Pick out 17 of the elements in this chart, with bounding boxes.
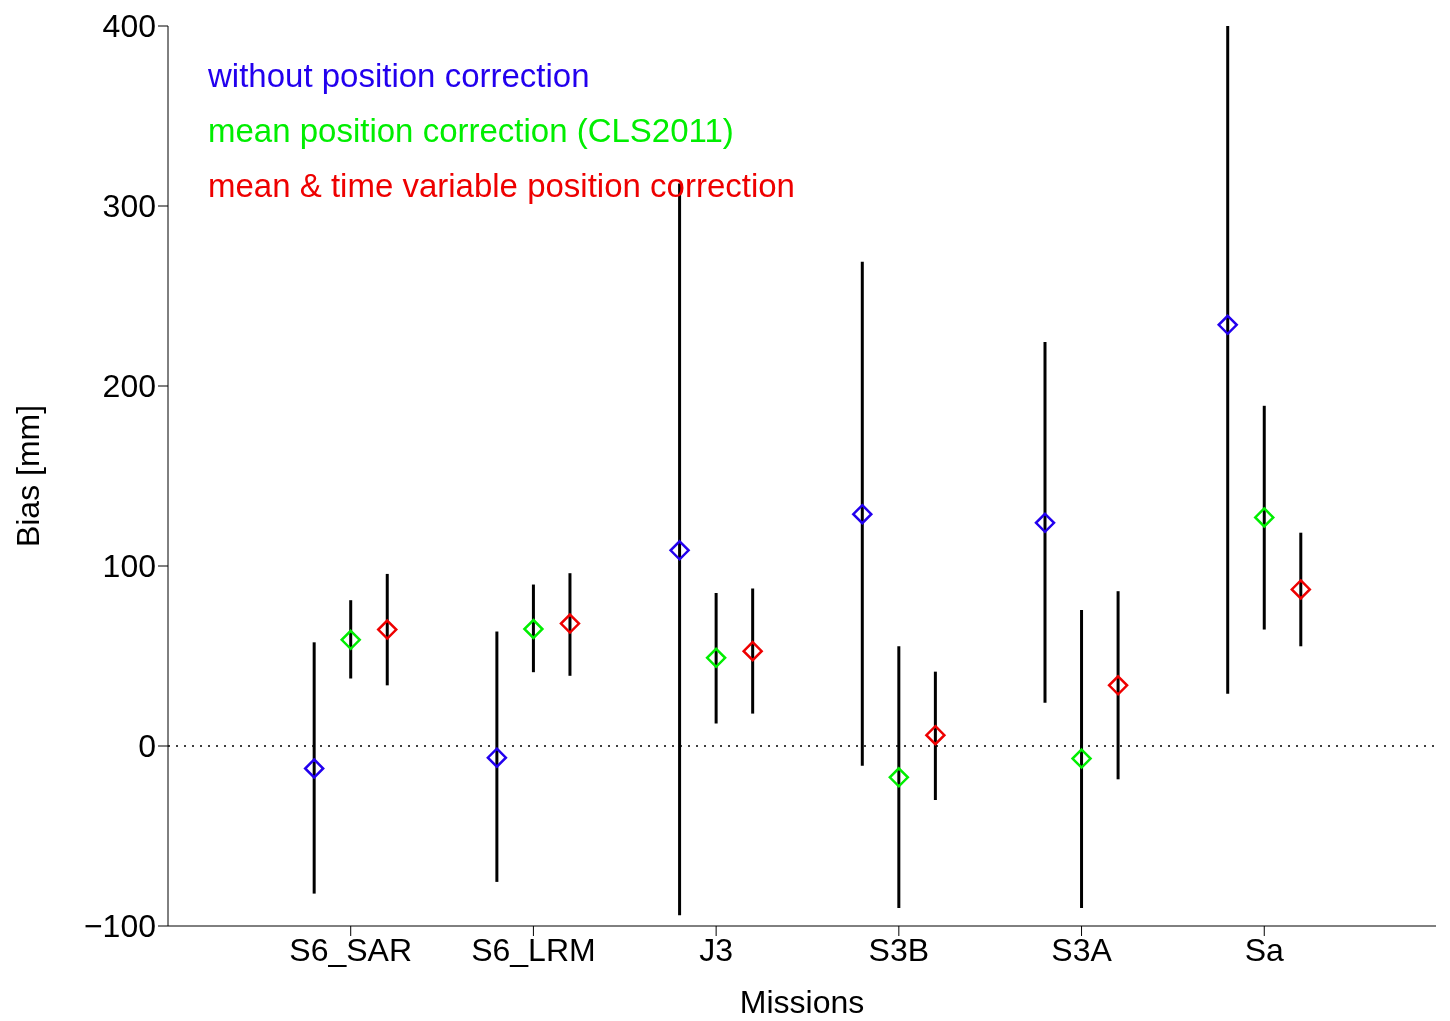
text: mean position correction (CLS2011) bbox=[208, 111, 735, 151]
text: mean & time variable position correction bbox=[208, 166, 795, 206]
x-axis-title: Missions bbox=[739, 984, 865, 1020]
y-tick-label: 200 bbox=[102, 368, 156, 405]
y-tick-label: 100 bbox=[102, 548, 156, 585]
x-tick-label: Sa bbox=[1244, 931, 1285, 968]
x-tick-label: S3A bbox=[1051, 931, 1113, 968]
y-tick-label: 400 bbox=[102, 8, 156, 45]
x-tick-label: S3B bbox=[868, 931, 930, 968]
y-tick-label: 300 bbox=[102, 188, 156, 225]
x-tick-label: J3 bbox=[699, 931, 734, 968]
text: without position correction bbox=[208, 56, 591, 96]
y-tick-label: 0 bbox=[138, 728, 156, 765]
x-tick-label: S6_SAR bbox=[289, 931, 413, 968]
x-tick-label: S6_LRM bbox=[471, 931, 596, 968]
y-axis-title: Bias [mm] bbox=[10, 404, 47, 548]
y-tick-label: −100 bbox=[83, 908, 156, 945]
